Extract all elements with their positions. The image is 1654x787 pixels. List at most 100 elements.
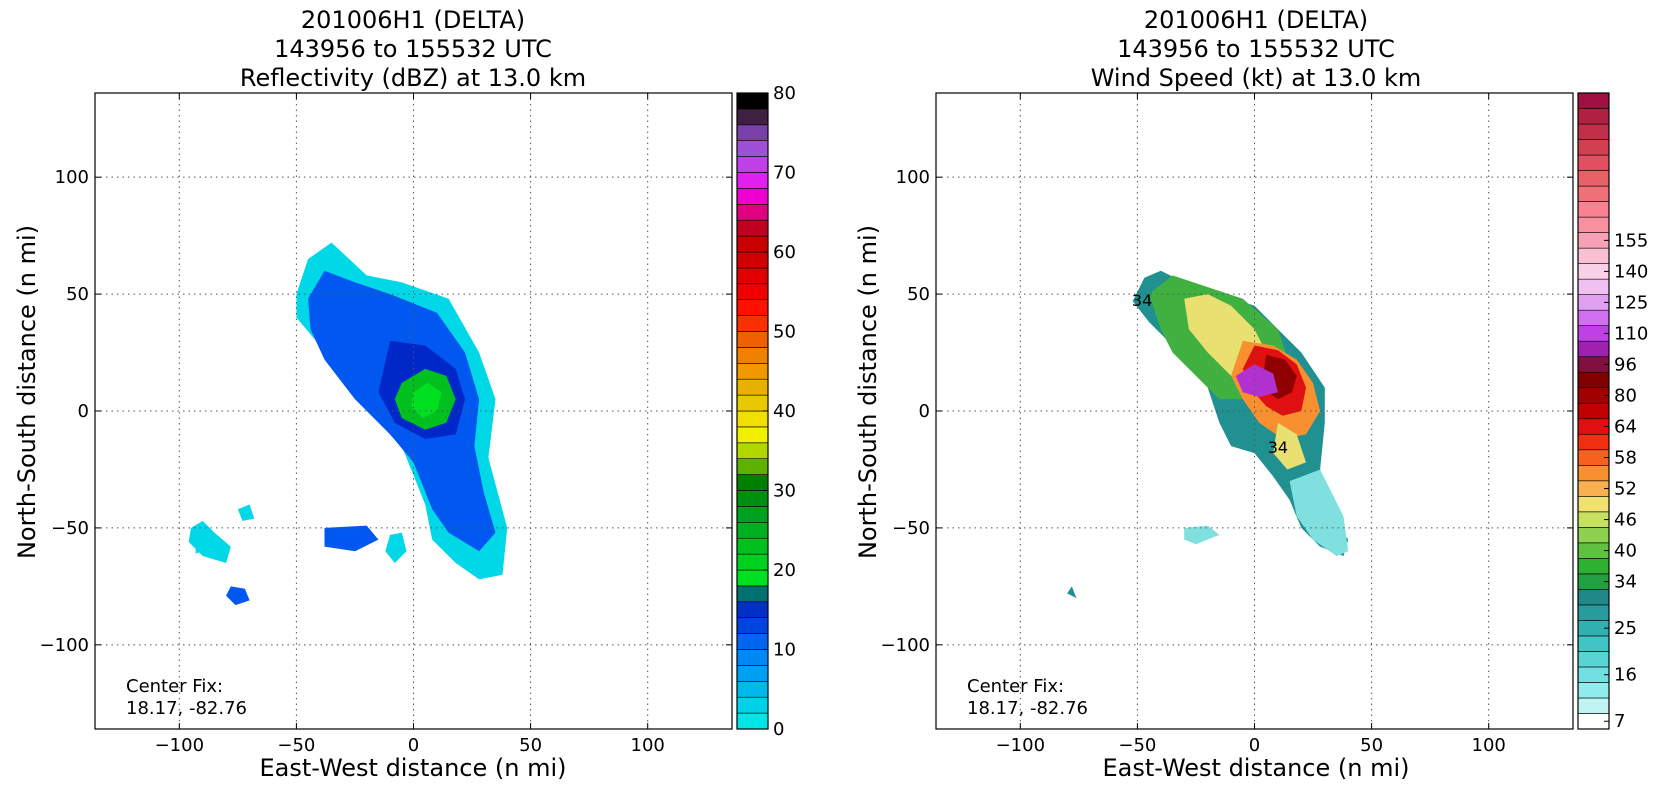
colorbar-tick-label: 50: [773, 322, 796, 343]
colorbar-swatch: [736, 474, 769, 491]
colorbar-tick-label: 10: [773, 640, 796, 661]
x-tick-label: −100: [996, 735, 1045, 756]
colorbar-swatch: [736, 378, 769, 396]
colorbar-swatch: [736, 617, 769, 634]
colorbar-swatch: [1577, 278, 1610, 295]
chart-title-line-1: 201006H1 (DELTA): [1144, 6, 1368, 34]
y-tick-label: 0: [919, 401, 930, 422]
colorbar-swatch: [1577, 651, 1610, 668]
colorbar-frame: [1577, 92, 1610, 730]
colorbar-swatch: [1577, 92, 1610, 109]
colorbar-swatch: [736, 267, 769, 285]
colorbar-swatch: [1577, 309, 1610, 326]
y-tick-label: 0: [78, 401, 89, 422]
colorbar-swatch: [1577, 139, 1610, 156]
colorbar-tick-label: 58: [1614, 448, 1637, 469]
colorbar-swatch: [736, 601, 769, 618]
y-tick-label: 50: [907, 284, 930, 305]
colorbar-swatch: [736, 347, 769, 364]
colorbar-tick-label: 34: [1614, 572, 1637, 593]
colorbar-tick-label: 140: [1614, 261, 1648, 282]
colorbar-tick-label: 46: [1614, 510, 1637, 531]
colorbar-swatch: [736, 283, 769, 300]
colorbar-swatch: [736, 712, 769, 730]
x-tick-label: 0: [408, 735, 419, 756]
colorbar-tick-label: 155: [1614, 230, 1648, 251]
field-region-teal: [1067, 586, 1077, 599]
field-region-low: [237, 504, 255, 521]
colorbar-swatch: [736, 696, 769, 714]
x-tick-label: 100: [1472, 735, 1506, 756]
colorbar-swatch: [736, 156, 769, 173]
colorbar-swatch: [1577, 340, 1610, 358]
colorbar-swatch: [736, 219, 769, 237]
y-axis-label: North-South distance (n mi): [854, 225, 882, 559]
colorbar-swatch: [1577, 697, 1610, 714]
field-region-light-teal: [1184, 525, 1220, 545]
colorbar-swatch: [1577, 635, 1610, 652]
field-region-low: [188, 520, 231, 563]
field-layer: [1067, 270, 1349, 599]
colorbar-swatch: [736, 331, 769, 348]
colorbar-swatch: [736, 204, 769, 221]
plot-area: −100 −50 0 50 100 −100 −50 0 50 100 0 10 20 30 40 50 60 7…: [40, 83, 796, 756]
colorbar-swatch: [736, 553, 769, 571]
colorbar-swatch: [1577, 464, 1610, 482]
colorbar-swatch: [1577, 154, 1610, 171]
colorbar-swatch: [1577, 247, 1610, 264]
center-fix-coords: 18.17, -82.76: [126, 698, 247, 719]
field-region-mid: [226, 586, 250, 606]
colorbar: 0 10 20 30 40 50 60 70 80: [736, 83, 796, 740]
wind-speed-panel: 201006H1 (DELTA) 143956 to 155532 UTC Wi…: [854, 6, 1648, 782]
colorbar-swatch: [736, 251, 769, 269]
contour-label: 34: [1268, 438, 1288, 457]
chart-title-line-1: 201006H1 (DELTA): [301, 6, 525, 34]
colorbar-swatch: [736, 410, 769, 428]
colorbar-swatch: [1577, 496, 1610, 513]
colorbar-tick-label: 60: [773, 242, 796, 263]
contour-label: 34: [1132, 291, 1152, 310]
colorbar-swatch: [736, 442, 769, 459]
y-tick-label: −50: [892, 518, 930, 539]
y-tick-label: −100: [40, 635, 89, 656]
colorbar-swatch: [736, 458, 769, 475]
colorbar-swatch: [1577, 108, 1610, 125]
colorbar-swatch: [736, 299, 769, 316]
colorbar-swatch: [736, 426, 769, 444]
colorbar-swatch: [736, 188, 769, 205]
center-fix-label: Center Fix:: [126, 676, 223, 697]
colorbar-swatch: [736, 394, 769, 412]
colorbar-swatch: [1577, 123, 1610, 140]
colorbar-swatch: [1577, 527, 1610, 544]
center-fix-label: Center Fix:: [967, 676, 1064, 697]
x-tick-label: 50: [1360, 735, 1383, 756]
colorbar-tick-label: 40: [773, 401, 796, 422]
colorbar-tick-label: 70: [773, 163, 796, 184]
colorbar-tick-label: 80: [773, 83, 796, 104]
colorbar-swatch: [736, 633, 769, 650]
field-region-purple: [1235, 364, 1278, 397]
field-region-low: [385, 532, 407, 563]
colorbar-swatch: [736, 108, 769, 126]
colorbar-tick-label: 80: [1614, 385, 1637, 406]
plot-area: 34 34 −100 −50 0 50 100 −100 −50 0 50 100 7 16 25 34 40 4…: [881, 92, 1648, 756]
x-tick-label: −100: [155, 735, 204, 756]
colorbar-swatch: [736, 569, 769, 587]
colorbar-tick-label: 64: [1614, 417, 1637, 438]
y-tick-label: 100: [896, 167, 930, 188]
colorbar-swatch: [1577, 433, 1610, 451]
colorbar-tick-label: 96: [1614, 354, 1637, 375]
field-region-mid: [324, 525, 379, 552]
colorbar-swatch: [736, 315, 769, 332]
colorbar-tick-label: 25: [1614, 618, 1637, 639]
colorbar-swatch: [1577, 682, 1610, 699]
field-layer: [188, 242, 508, 606]
colorbar: 7 16 25 34 40 46 52 58 64 80 96 110 125 140 155: [1577, 92, 1648, 732]
x-tick-label: 0: [1249, 735, 1260, 756]
colorbar-swatch: [1577, 170, 1610, 187]
center-fix-coords: 18.17, -82.76: [967, 698, 1088, 719]
reflectivity-panel: 201006H1 (DELTA) 143956 to 155532 UTC Re…: [13, 6, 796, 782]
colorbar-swatch: [736, 235, 769, 253]
colorbar-swatch: [736, 124, 769, 142]
